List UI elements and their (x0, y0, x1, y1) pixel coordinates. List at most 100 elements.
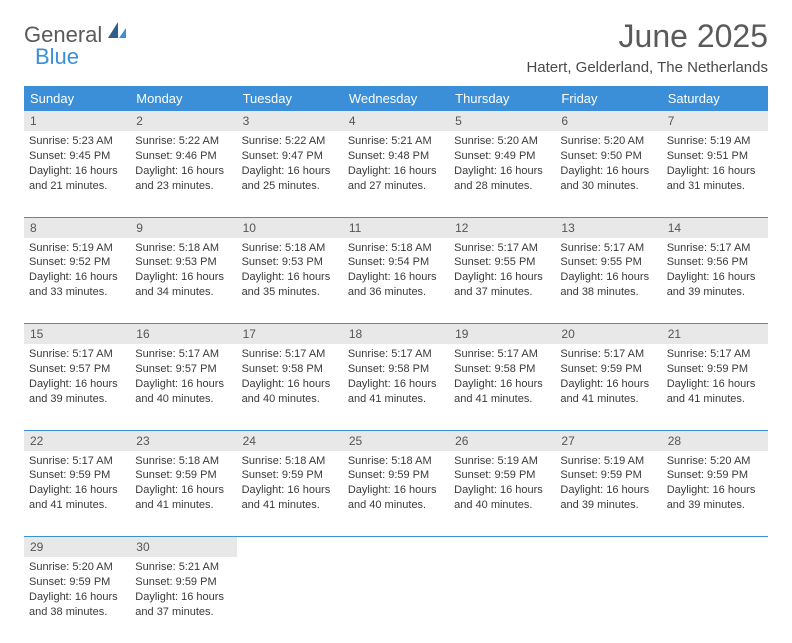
sunrise-text: Sunrise: 5:17 AM (29, 454, 125, 469)
day-cell: Sunrise: 5:17 AMSunset: 9:58 PMDaylight:… (237, 344, 343, 430)
week-row: Sunrise: 5:20 AMSunset: 9:59 PMDaylight:… (24, 557, 768, 643)
day-header: Saturday (662, 86, 768, 111)
day-cell: Sunrise: 5:21 AMSunset: 9:48 PMDaylight:… (343, 131, 449, 217)
sunrise-text: Sunrise: 5:20 AM (29, 560, 125, 575)
day-number: 24 (237, 430, 343, 451)
day-cell: Sunrise: 5:20 AMSunset: 9:59 PMDaylight:… (662, 451, 768, 537)
day-header: Thursday (449, 86, 555, 111)
week-row: Sunrise: 5:19 AMSunset: 9:52 PMDaylight:… (24, 238, 768, 324)
day-number: 6 (555, 111, 661, 131)
daylight-text: Daylight: 16 hours (667, 377, 763, 392)
sunrise-text: Sunrise: 5:18 AM (348, 241, 444, 256)
day-number: 14 (662, 217, 768, 238)
day-number: 12 (449, 217, 555, 238)
sunset-text: Sunset: 9:58 PM (348, 362, 444, 377)
day-cell: Sunrise: 5:17 AMSunset: 9:55 PMDaylight:… (449, 238, 555, 324)
day-header: Sunday (24, 86, 130, 111)
week-row: Sunrise: 5:17 AMSunset: 9:57 PMDaylight:… (24, 344, 768, 430)
daylight-text: and 41 minutes. (135, 498, 231, 513)
day-number (449, 537, 555, 558)
daylight-text: Daylight: 16 hours (242, 377, 338, 392)
daylight-text: Daylight: 16 hours (348, 483, 444, 498)
day-number: 21 (662, 324, 768, 345)
sunrise-text: Sunrise: 5:20 AM (560, 134, 656, 149)
sunset-text: Sunset: 9:59 PM (135, 575, 231, 590)
sunrise-text: Sunrise: 5:19 AM (454, 454, 550, 469)
day-number: 4 (343, 111, 449, 131)
sunset-text: Sunset: 9:59 PM (667, 362, 763, 377)
daylight-text: Daylight: 16 hours (560, 483, 656, 498)
daylight-text: Daylight: 16 hours (348, 270, 444, 285)
daynum-row: 15161718192021 (24, 324, 768, 345)
daylight-text: and 40 minutes. (348, 498, 444, 513)
day-cell: Sunrise: 5:17 AMSunset: 9:58 PMDaylight:… (343, 344, 449, 430)
day-number (555, 537, 661, 558)
day-number: 28 (662, 430, 768, 451)
daylight-text: Daylight: 16 hours (29, 483, 125, 498)
week-row: Sunrise: 5:17 AMSunset: 9:59 PMDaylight:… (24, 451, 768, 537)
day-number: 18 (343, 324, 449, 345)
daylight-text: Daylight: 16 hours (242, 483, 338, 498)
day-number: 29 (24, 537, 130, 558)
daylight-text: and 39 minutes. (667, 285, 763, 300)
daylight-text: Daylight: 16 hours (135, 483, 231, 498)
day-cell: Sunrise: 5:18 AMSunset: 9:59 PMDaylight:… (237, 451, 343, 537)
daylight-text: and 23 minutes. (135, 179, 231, 194)
sunrise-text: Sunrise: 5:21 AM (348, 134, 444, 149)
day-number: 20 (555, 324, 661, 345)
sunrise-text: Sunrise: 5:17 AM (560, 347, 656, 362)
sunset-text: Sunset: 9:49 PM (454, 149, 550, 164)
sunrise-text: Sunrise: 5:22 AM (242, 134, 338, 149)
sunrise-text: Sunrise: 5:18 AM (242, 241, 338, 256)
sunrise-text: Sunrise: 5:18 AM (135, 454, 231, 469)
daylight-text: and 36 minutes. (348, 285, 444, 300)
sunset-text: Sunset: 9:58 PM (454, 362, 550, 377)
sunrise-text: Sunrise: 5:17 AM (135, 347, 231, 362)
sunset-text: Sunset: 9:58 PM (242, 362, 338, 377)
daylight-text: and 41 minutes. (348, 392, 444, 407)
sunset-text: Sunset: 9:59 PM (560, 468, 656, 483)
sunset-text: Sunset: 9:59 PM (454, 468, 550, 483)
sunset-text: Sunset: 9:54 PM (348, 255, 444, 270)
daylight-text: Daylight: 16 hours (454, 164, 550, 179)
sunset-text: Sunset: 9:59 PM (29, 575, 125, 590)
daylight-text: and 40 minutes. (135, 392, 231, 407)
day-header: Friday (555, 86, 661, 111)
sunset-text: Sunset: 9:50 PM (560, 149, 656, 164)
day-number: 15 (24, 324, 130, 345)
sunrise-text: Sunrise: 5:20 AM (667, 454, 763, 469)
daylight-text: Daylight: 16 hours (454, 377, 550, 392)
day-number: 3 (237, 111, 343, 131)
day-cell: Sunrise: 5:18 AMSunset: 9:54 PMDaylight:… (343, 238, 449, 324)
daylight-text: and 28 minutes. (454, 179, 550, 194)
daylight-text: and 41 minutes. (454, 392, 550, 407)
daylight-text: and 31 minutes. (667, 179, 763, 194)
week-row: Sunrise: 5:23 AMSunset: 9:45 PMDaylight:… (24, 131, 768, 217)
daylight-text: and 41 minutes. (667, 392, 763, 407)
sunset-text: Sunset: 9:59 PM (560, 362, 656, 377)
daylight-text: and 27 minutes. (348, 179, 444, 194)
daylight-text: and 35 minutes. (242, 285, 338, 300)
daylight-text: and 39 minutes. (29, 392, 125, 407)
daylight-text: Daylight: 16 hours (29, 270, 125, 285)
sunset-text: Sunset: 9:48 PM (348, 149, 444, 164)
day-cell: Sunrise: 5:21 AMSunset: 9:59 PMDaylight:… (130, 557, 236, 643)
sunset-text: Sunset: 9:59 PM (667, 468, 763, 483)
daylight-text: Daylight: 16 hours (560, 377, 656, 392)
sunrise-text: Sunrise: 5:22 AM (135, 134, 231, 149)
daylight-text: and 40 minutes. (242, 392, 338, 407)
day-cell: Sunrise: 5:17 AMSunset: 9:59 PMDaylight:… (555, 344, 661, 430)
day-cell: Sunrise: 5:17 AMSunset: 9:58 PMDaylight:… (449, 344, 555, 430)
daylight-text: Daylight: 16 hours (29, 164, 125, 179)
logo-text-blue: Blue (35, 44, 79, 70)
sunrise-text: Sunrise: 5:17 AM (348, 347, 444, 362)
daylight-text: Daylight: 16 hours (667, 483, 763, 498)
day-cell: Sunrise: 5:19 AMSunset: 9:51 PMDaylight:… (662, 131, 768, 217)
daylight-text: and 39 minutes. (667, 498, 763, 513)
day-cell: Sunrise: 5:17 AMSunset: 9:57 PMDaylight:… (130, 344, 236, 430)
day-number: 30 (130, 537, 236, 558)
sunset-text: Sunset: 9:55 PM (560, 255, 656, 270)
day-number: 22 (24, 430, 130, 451)
day-cell: Sunrise: 5:18 AMSunset: 9:59 PMDaylight:… (130, 451, 236, 537)
daylight-text: and 37 minutes. (454, 285, 550, 300)
